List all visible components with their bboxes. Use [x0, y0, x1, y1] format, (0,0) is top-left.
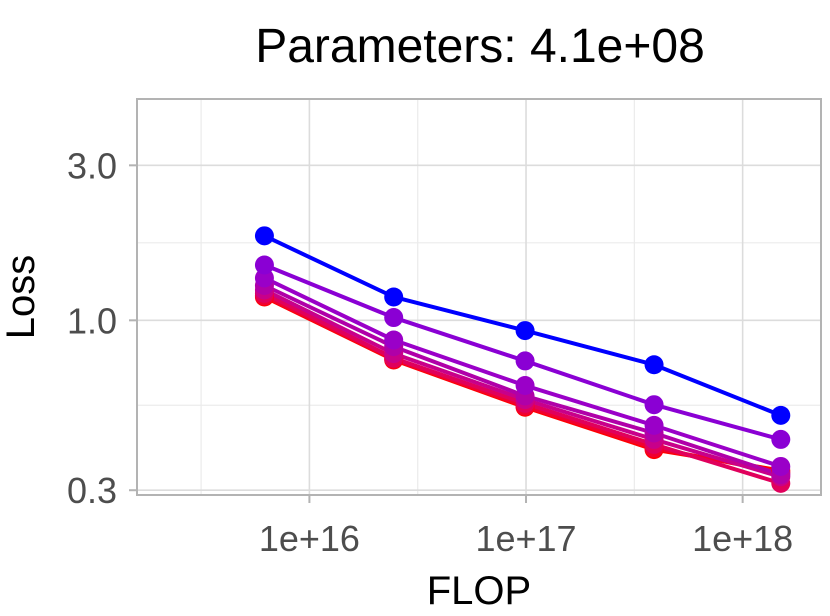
data-point — [384, 287, 404, 307]
grid — [137, 99, 821, 495]
plot-panel-border — [136, 98, 822, 496]
data-point — [254, 226, 274, 246]
x-tick-label: 1e+17 — [475, 518, 576, 559]
data-point — [515, 321, 535, 341]
data-point — [384, 330, 404, 350]
chart-title: Parameters: 4.1e+08 — [255, 20, 705, 73]
data-point — [644, 395, 664, 415]
y-tick-label: 1.0 — [67, 300, 117, 341]
data-point — [771, 456, 791, 476]
x-axis-title: FLOP — [427, 569, 531, 613]
series-line-3 — [262, 275, 783, 469]
y-tick-label: 0.3 — [67, 470, 117, 511]
y-tick-label: 3.0 — [67, 145, 117, 186]
data-point — [644, 355, 664, 375]
data-point — [384, 308, 404, 328]
series-points — [254, 226, 791, 493]
x-tick-label: 1e+18 — [692, 518, 793, 559]
data-point — [515, 351, 535, 371]
x-tick-label: 1e+16 — [259, 518, 360, 559]
data-point — [515, 376, 535, 396]
y-axis-title: Loss — [0, 255, 43, 340]
data-point — [771, 429, 791, 449]
data-point — [254, 255, 274, 275]
data-point — [644, 415, 664, 435]
data-point — [771, 405, 791, 425]
axis-ticks: 1e+16 1e+17 1e+18 0.3 1.0 3.0 — [67, 145, 793, 559]
